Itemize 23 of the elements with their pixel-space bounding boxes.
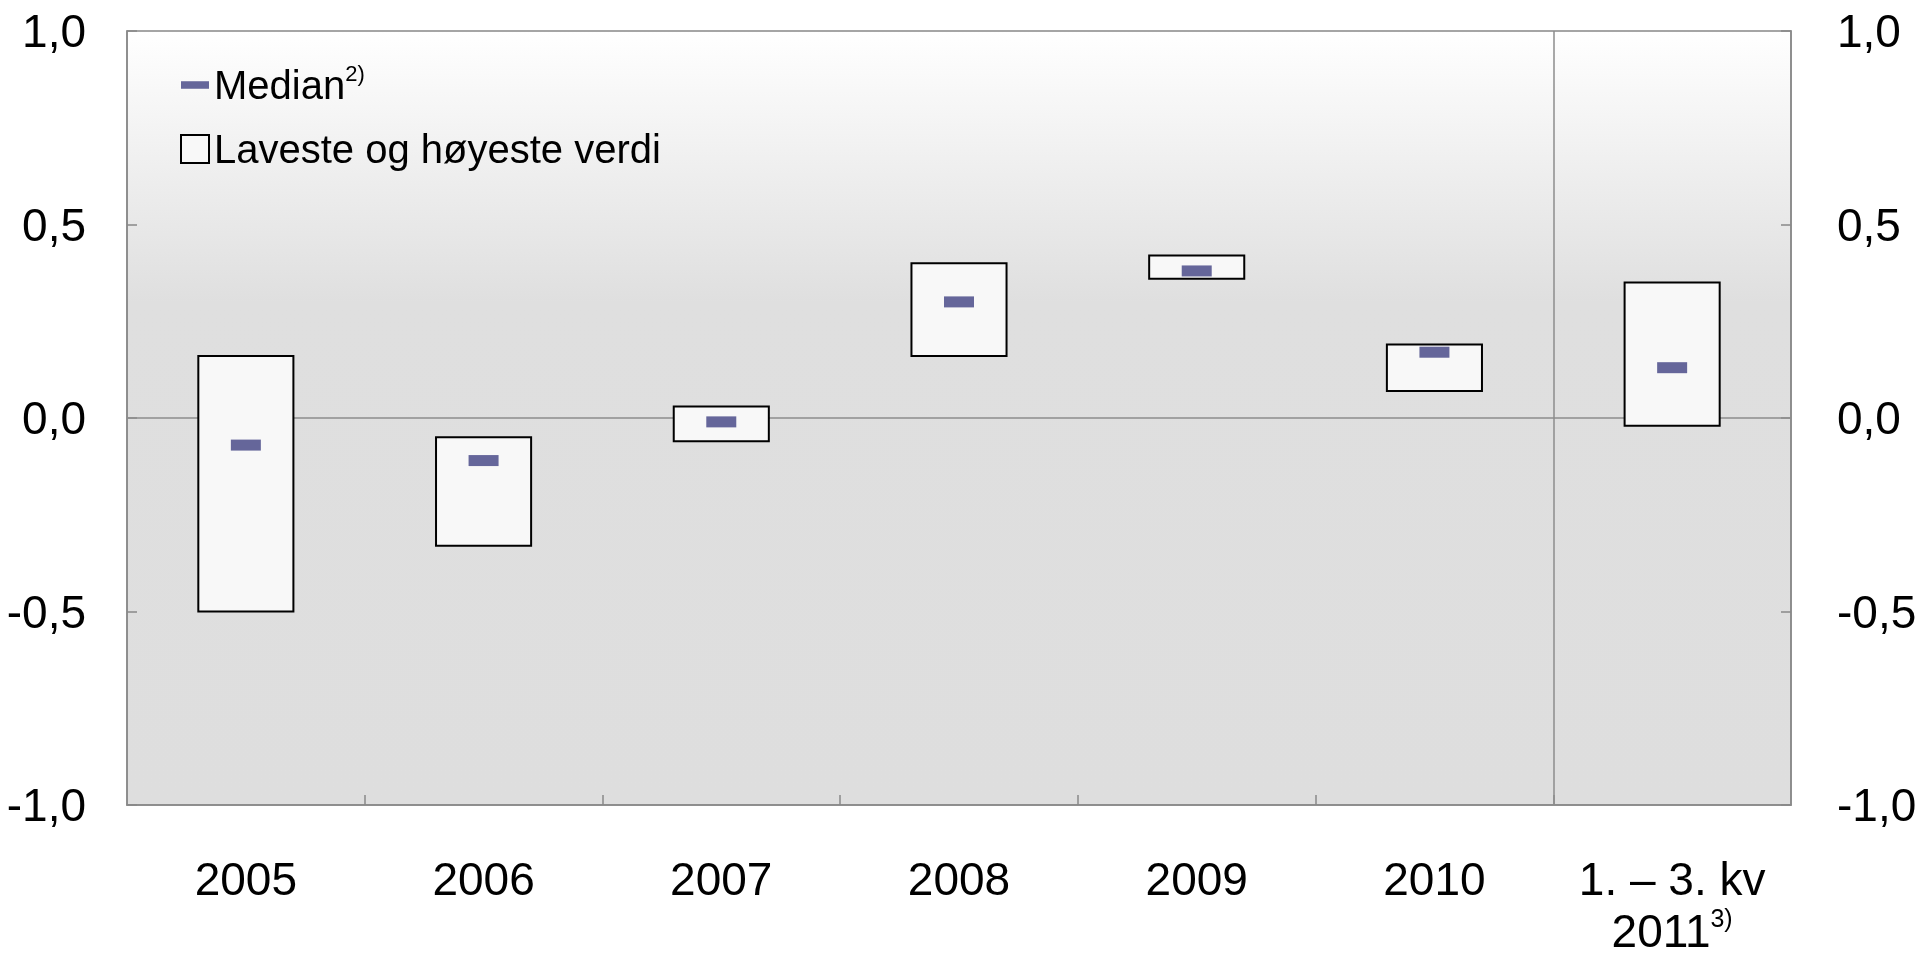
y2-tick-label: -0,5 <box>1837 585 1917 638</box>
x-tick-label: 2005 <box>194 853 298 905</box>
y2-tick-label: 0,0 <box>1837 392 1901 444</box>
x-tick-label: 2008 <box>907 853 1011 905</box>
y2-tick-label: 1,0 <box>1837 5 1901 57</box>
y-tick-label: -0,5 <box>6 585 86 638</box>
x-tick-label: 2006 <box>432 853 535 905</box>
y-tick-label: -1,0 <box>6 779 86 831</box>
y2-tick-label: -1,0 <box>1837 779 1917 831</box>
y-tick-label: 0,5 <box>22 198 86 251</box>
x-tick-label: 2010 <box>1383 853 1486 905</box>
y-tick-label: 0,0 <box>22 392 86 444</box>
bar <box>435 436 533 547</box>
y-tick-label: 1,0 <box>22 5 86 57</box>
y2-tick-label: 0,5 <box>1837 198 1901 251</box>
x-tick-label: 2007 <box>670 853 773 905</box>
bar <box>197 355 295 613</box>
legend-label: Laveste og høyeste verdi <box>214 127 661 171</box>
bar <box>910 262 1008 358</box>
bar <box>1623 281 1721 427</box>
bar <box>672 405 770 443</box>
bar <box>1385 343 1483 392</box>
x-tick-label: 2009 <box>1145 853 1248 905</box>
